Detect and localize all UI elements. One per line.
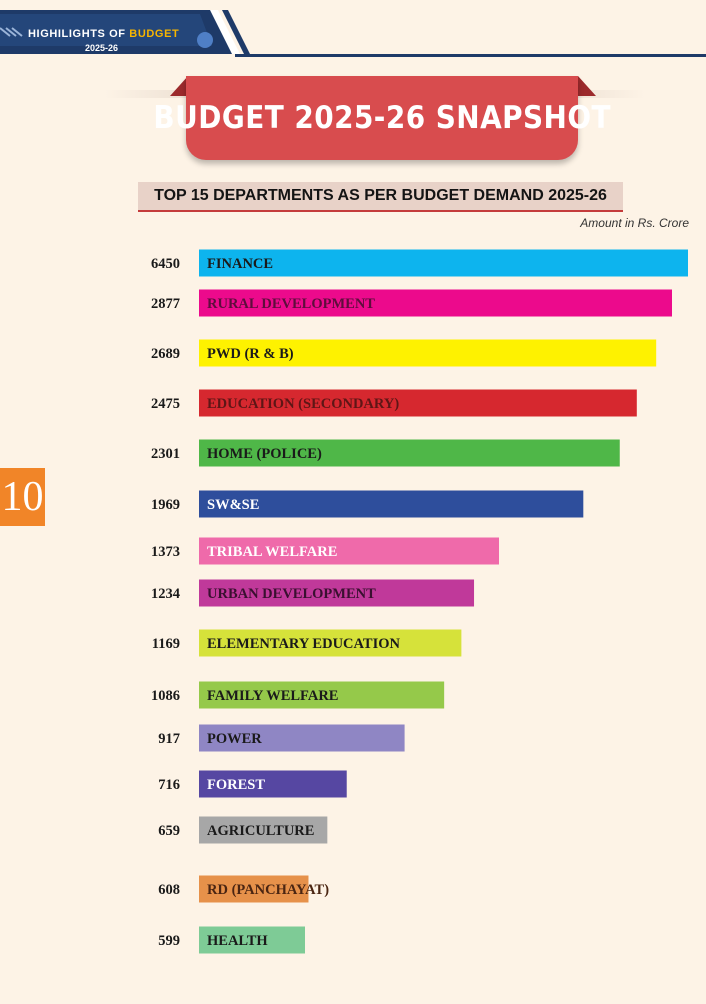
bar [199,389,637,417]
banner-title: BUDGET 2025-26 SNAPSHOT [153,100,611,136]
bar-value-label: 2475 [151,396,180,412]
bar-category-label: RD (PANCHAYAT) [207,882,329,898]
bar [199,629,462,657]
bar-value-label: 599 [158,933,180,949]
snapshot-banner: BUDGET 2025-26 SNAPSHOT [153,76,610,160]
bar [199,926,305,954]
bar [199,439,620,467]
chart-title: TOP 15 DEPARTMENTS AS PER BUDGET DEMAND … [138,182,623,212]
bar-category-label: FOREST [207,777,265,793]
bar [199,339,657,367]
bar [199,724,405,752]
bar-value-label: 1086 [151,688,180,704]
bar-category-label: HEALTH [207,933,268,949]
bar [199,681,445,709]
bar-category-label: RURAL DEVELOPMENT [207,296,375,312]
bar [199,770,347,798]
bar-value-label: 1373 [151,544,180,560]
page-number-tab: 10 [0,468,45,526]
bar-category-label: FINANCE [207,256,273,272]
header-rule [235,54,706,57]
bar [199,249,688,277]
bar-value-label: 2301 [151,446,180,462]
header-title-accent: BUDGET [129,28,180,40]
bar-category-label: PWD (R & B) [207,346,294,362]
bar-value-label: 716 [158,777,180,793]
header-tab [0,10,250,54]
bar-value-label: 659 [158,823,180,839]
bar [199,875,309,903]
bar-value-label: 608 [158,882,180,898]
bar-category-label: ELEMENTARY EDUCATION [207,636,401,652]
bar-category-label: EDUCATION (SECONDARY) [207,396,399,412]
bar [199,537,499,565]
bar [199,490,584,518]
page-number: 10 [1,474,44,520]
bar-category-label: AGRICULTURE [207,823,314,839]
bar-value-label: 6450 [151,256,180,272]
circle-icon [197,32,213,48]
bar-value-label: 917 [158,731,180,747]
bar-category-label: SW&SE [207,497,259,513]
bar [199,816,328,844]
bar [199,289,672,317]
bar-value-label: 1234 [151,586,180,602]
header-year: 2025-26 [85,43,119,53]
bar-value-label: 1969 [151,497,180,513]
bar-category-label: POWER [207,731,262,747]
bar [199,579,475,607]
bar-value-label: 2877 [151,296,180,312]
bar-value-label: 1169 [152,636,180,652]
header-title: HIGHILIGHTS OF BUDGET [28,28,179,40]
header-title-main: HIGHILIGHTS OF [28,28,130,40]
bar-category-label: FAMILY WELFARE [207,688,338,704]
bar-category-label: URBAN DEVELOPMENT [207,586,376,602]
bar-category-label: HOME (POLICE) [207,446,322,462]
bar-category-label: TRIBAL WELFARE [207,544,337,560]
ribbon-fold-right [578,76,596,96]
bar-value-label: 2689 [151,346,180,362]
chart-units-label: Amount in Rs. Crore [580,216,689,230]
ribbon-fold-left [170,76,188,96]
